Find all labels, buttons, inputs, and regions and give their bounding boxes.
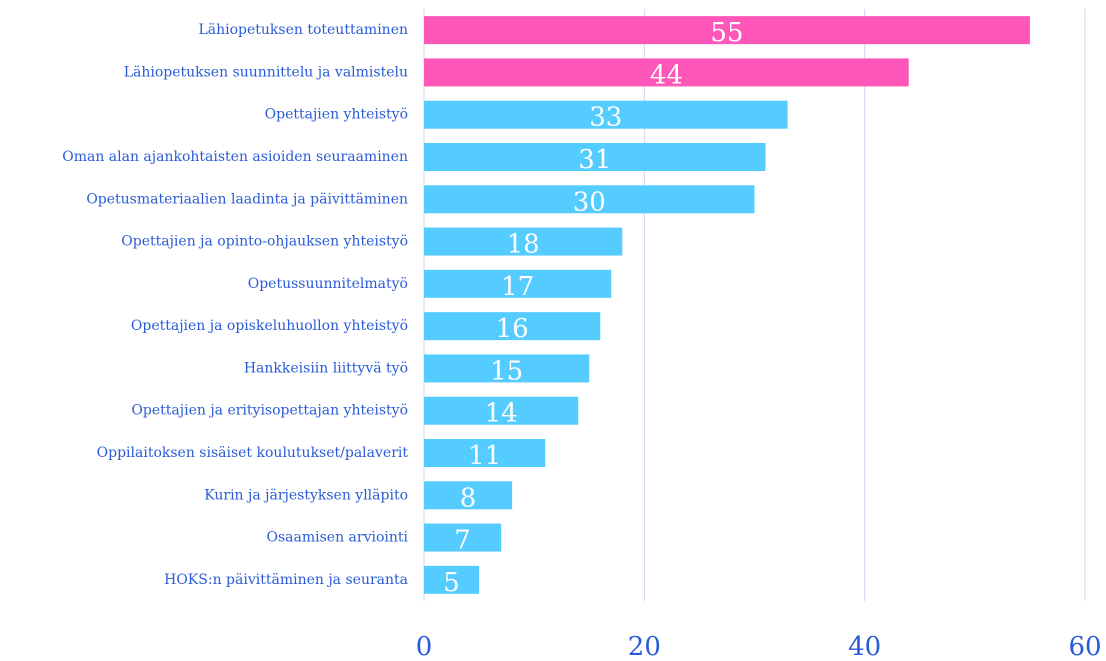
bar [424,58,909,87]
value-label: 7 [454,526,471,556]
y-tick-label: Hankkeisiin liittyvä työ [244,360,408,376]
bar [424,185,755,214]
bar [424,16,1030,45]
y-tick-label: Oppilaitoksen sisäiset koulutukset/palav… [97,445,409,461]
value-label: 30 [573,187,606,217]
y-tick-label: Lähiopetuksen suunnittelu ja valmistelu [124,64,408,80]
y-tick-label: Opettajien ja erityisopettajan yhteistyö [131,403,408,419]
bar [424,269,612,298]
x-tick-label: 0 [416,632,433,661]
bar [424,396,579,425]
y-tick-label: Opetussuunnitelmatyö [248,276,408,292]
bar [424,227,623,256]
value-label: 15 [490,356,523,386]
value-label: 11 [468,441,501,471]
bar [424,565,480,594]
y-tick-label: Oman alan ajankohtaisten asioiden seuraa… [62,149,408,165]
y-tick-label: Opettajien ja opinto-ohjauksen yhteistyö [121,234,408,250]
bar [424,100,788,129]
value-label: 14 [485,399,518,429]
x-tick-label: 60 [1068,632,1101,661]
bar [424,523,502,552]
x-tick-label: 40 [848,632,881,661]
bar [424,481,513,510]
value-label: 31 [578,145,611,175]
y-tick-label: Osaamisen arviointi [267,530,409,546]
value-label: 5 [443,568,460,598]
value-label: 8 [460,483,477,513]
bar [424,354,590,383]
bar [424,143,766,171]
value-label: 16 [496,314,529,344]
value-label: 18 [507,230,540,260]
bar [424,439,546,467]
value-label: 17 [501,272,534,302]
y-tick-label: Kurin ja järjestyksen ylläpito [204,487,408,503]
value-label: 55 [710,18,743,48]
value-label: 44 [650,60,683,90]
y-tick-label: Opettajien yhteistyö [265,107,408,123]
y-tick-label: Opettajien ja opiskeluhuollon yhteistyö [131,318,408,334]
bar [424,312,601,341]
value-label: 33 [589,103,622,133]
x-tick-label: 20 [628,632,661,661]
y-tick-label: Opetusmateriaalien laadinta ja päivittäm… [86,191,408,207]
y-tick-label: Lähiopetuksen toteuttaminen [198,22,408,38]
y-tick-label: HOKS:n päivittäminen ja seuranta [164,572,408,588]
